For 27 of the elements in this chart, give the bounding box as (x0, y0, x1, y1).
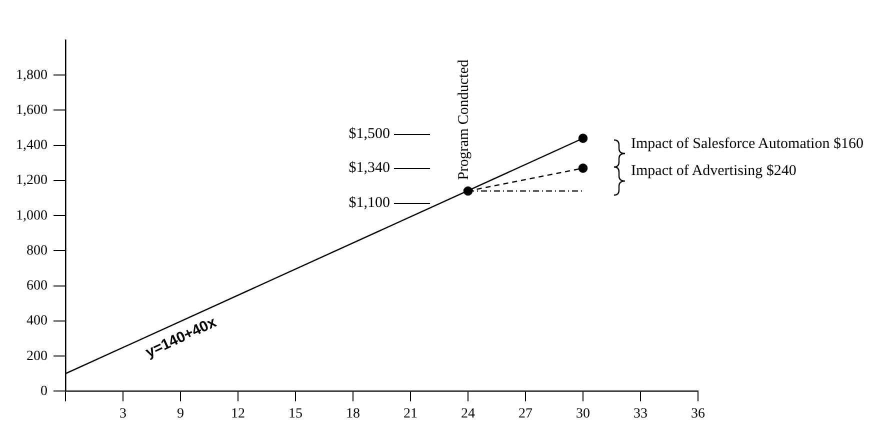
y-tick-label: 1,400 (16, 138, 48, 154)
annotation: Program Conducted (456, 60, 473, 180)
x-tick-label: 30 (576, 406, 590, 422)
x-tick-label: 18 (346, 406, 360, 422)
x-tick-label: 12 (231, 406, 245, 422)
annotation: $1,500 (348, 126, 390, 143)
y-tick-label: 1,600 (16, 102, 48, 118)
annotation: $1,100 (348, 195, 390, 212)
annotation: Impact of Salesforce Automation $160 (631, 136, 864, 154)
annotation: Impact of Advertising $240 (631, 162, 796, 180)
y-tick-label: 1,200 (16, 173, 48, 188)
y-tick-label: 1,000 (16, 208, 48, 224)
x-tick-label: 3 (120, 406, 126, 422)
x-tick-label: 9 (177, 406, 184, 422)
y-tick-label: 0 (40, 384, 48, 399)
y-tick-label: 400 (26, 314, 48, 329)
annotation: $1,340 (348, 160, 390, 177)
y-tick-label: 800 (26, 243, 48, 258)
x-tick-label: 15 (288, 406, 302, 422)
y-tick-label: 200 (26, 348, 48, 364)
x-tick-label: 27 (518, 406, 532, 422)
x-tick-label: 33 (634, 406, 648, 422)
y-tick-label: 600 (26, 278, 48, 294)
x-tick-label: 24 (461, 406, 475, 422)
y-tick-label: 1,800 (16, 68, 48, 83)
x-tick-label: 21 (404, 406, 418, 422)
x-tick-label: 36 (691, 406, 705, 422)
